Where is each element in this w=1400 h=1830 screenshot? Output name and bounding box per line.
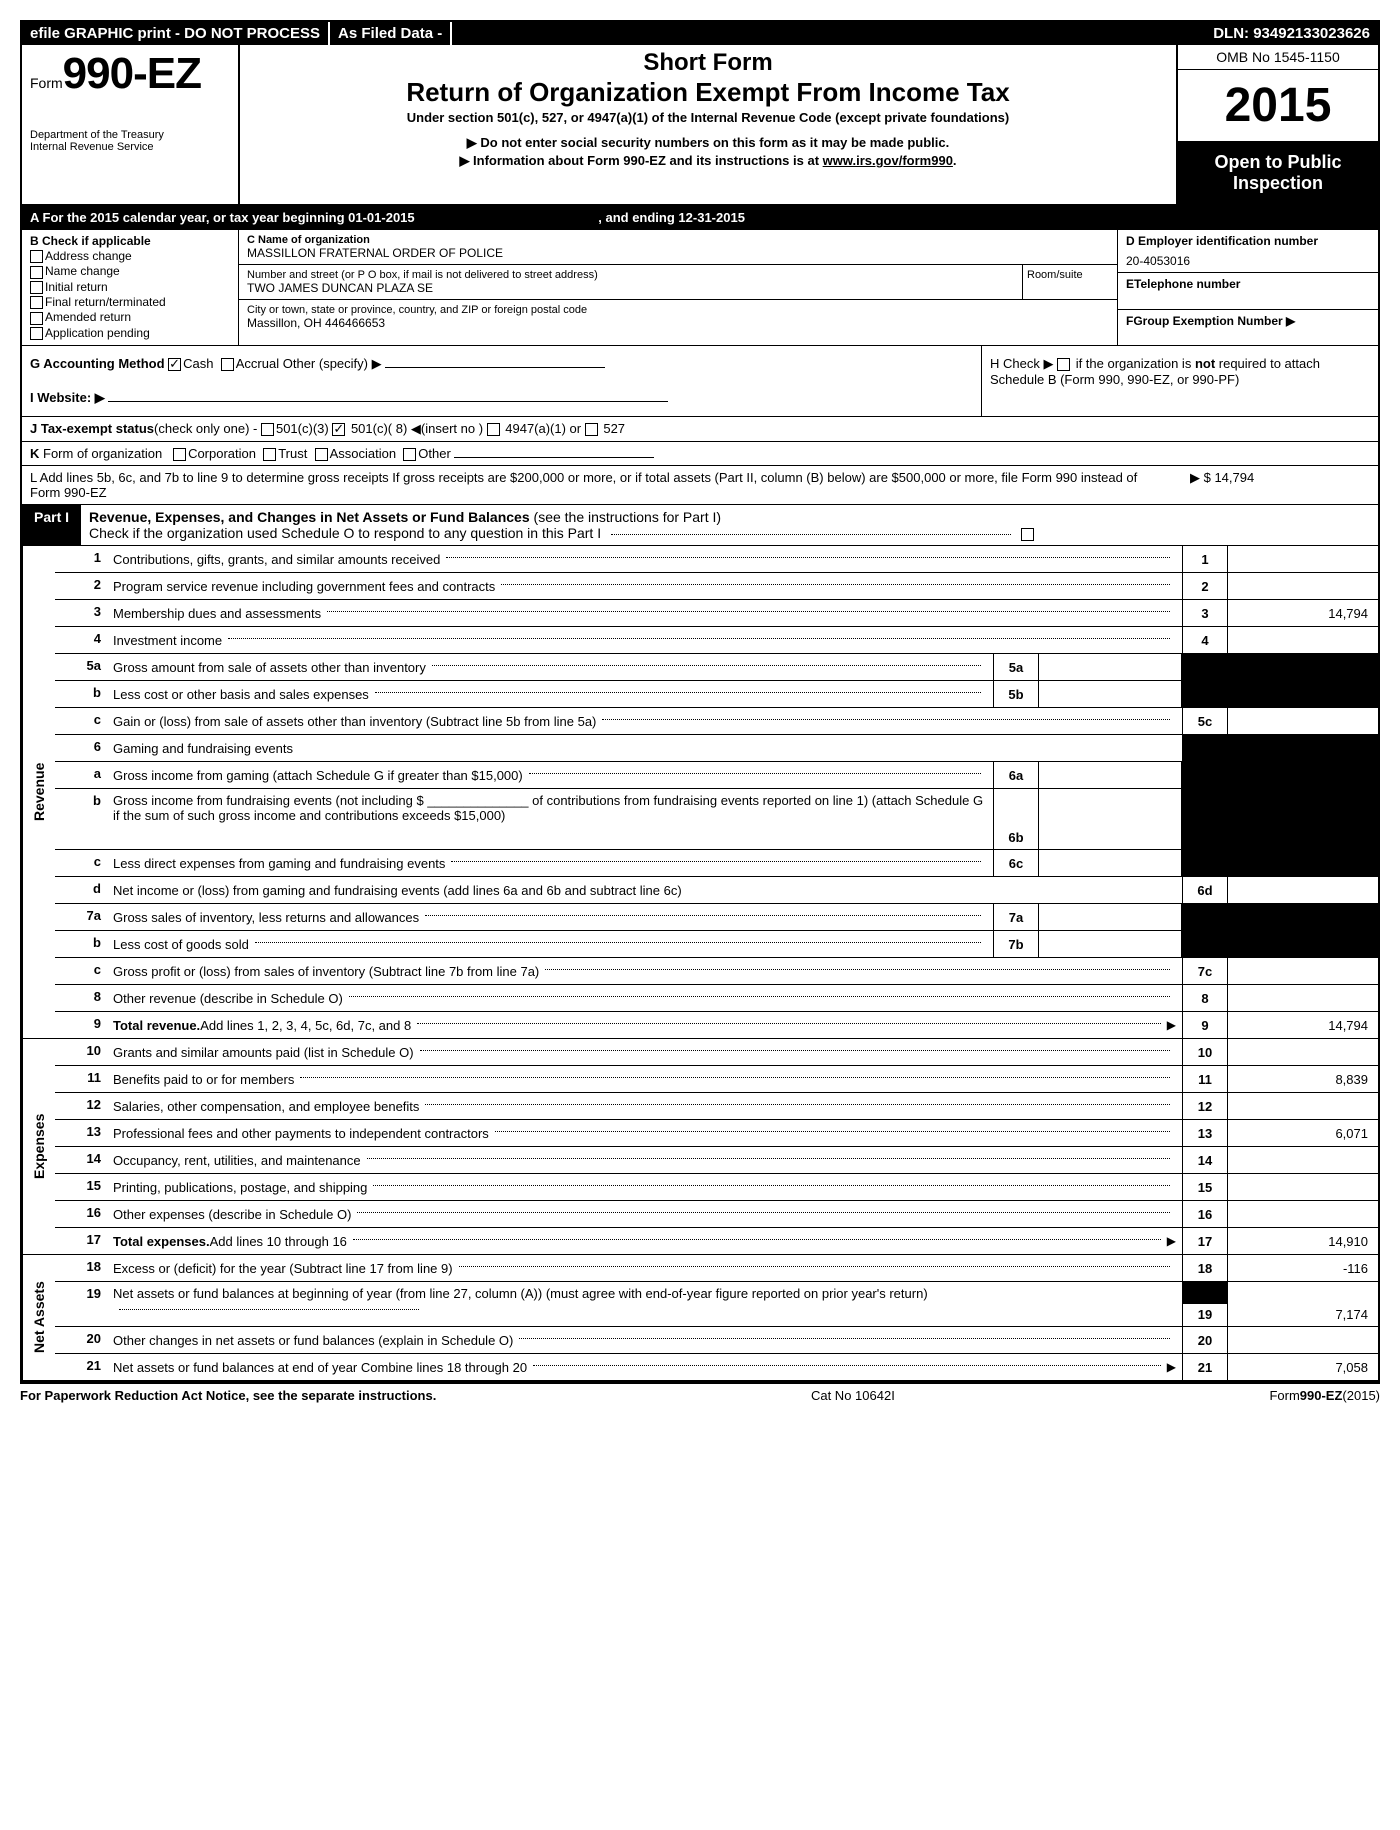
ein: 20-4053016: [1126, 254, 1370, 268]
city-state-zip: Massillon, OH 446466653: [247, 316, 1109, 330]
chk-amended: Amended return: [30, 310, 230, 324]
line-3-value: 14,794: [1228, 600, 1378, 626]
cat-number: Cat No 10642I: [811, 1388, 895, 1403]
box-c: C Name of organization MASSILLON FRATERN…: [239, 230, 1118, 345]
warn-ssn: ▶ Do not enter social security numbers o…: [250, 135, 1166, 151]
street-row: Number and street (or P O box, if mail i…: [239, 265, 1117, 300]
row-a-taxyear: A For the 2015 calendar year, or tax yea…: [22, 206, 1378, 230]
chk-schedule-o: [1021, 528, 1034, 541]
warn-info: ▶ Information about Form 990-EZ and its …: [250, 153, 1166, 169]
irs-link[interactable]: www.irs.gov/form990: [823, 153, 953, 168]
chk-address: Address change: [30, 249, 230, 263]
header-left: Form990-EZ Department of the Treasury In…: [22, 45, 240, 204]
box-h: H Check ▶ if the organization is not req…: [982, 346, 1378, 416]
dept-irs: Internal Revenue Service: [30, 141, 230, 153]
open-to-public: Open to Public Inspection: [1178, 142, 1378, 204]
chk-initial: Initial return: [30, 280, 230, 294]
short-form-label: Short Form: [250, 49, 1166, 77]
gross-receipts: ▶ $ 14,794: [1170, 470, 1370, 500]
line-13-value: 6,071: [1228, 1120, 1378, 1146]
footer: For Paperwork Reduction Act Notice, see …: [20, 1384, 1380, 1407]
box-b: B Check if applicable Address change Nam…: [22, 230, 239, 345]
row-l: L Add lines 5b, 6c, and 7b to line 9 to …: [22, 466, 1378, 505]
dln: DLN: 93492133023626: [1205, 22, 1378, 45]
org-name: MASSILLON FRATERNAL ORDER OF POLICE: [247, 246, 1109, 260]
part-1-label: Part I: [22, 505, 81, 545]
box-d: D Employer identification number 20-4053…: [1118, 230, 1378, 273]
chk-schedule-b: [1057, 358, 1070, 371]
under-section: Under section 501(c), 527, or 4947(a)(1)…: [250, 110, 1166, 125]
line-18-value: -116: [1228, 1255, 1378, 1281]
box-def: D Employer identification number 20-4053…: [1118, 230, 1378, 345]
revenue-section: Revenue 1Contributions, gifts, grants, a…: [22, 546, 1378, 1039]
paperwork-notice: For Paperwork Reduction Act Notice, see …: [20, 1388, 436, 1403]
section-bcdef: B Check if applicable Address change Nam…: [22, 230, 1378, 346]
org-name-row: C Name of organization MASSILLON FRATERN…: [239, 230, 1117, 265]
dept-treasury: Department of the Treasury: [30, 129, 230, 141]
box-b-title: B Check if applicable: [30, 234, 230, 248]
chk-namechange: Name change: [30, 264, 230, 278]
form-number: 990-EZ: [63, 49, 201, 98]
chk-pending: Application pending: [30, 326, 230, 340]
revenue-label: Revenue: [22, 546, 55, 1038]
form-title: Return of Organization Exempt From Incom…: [250, 77, 1166, 108]
box-g-i: G Accounting Method Cash Accrual Other (…: [22, 346, 982, 416]
efile-notice: efile GRAPHIC print - DO NOT PROCESS: [22, 22, 330, 45]
part-1-header: Part I Revenue, Expenses, and Changes in…: [22, 505, 1378, 546]
chk-accrual: [221, 358, 234, 371]
netassets-label: Net Assets: [22, 1255, 55, 1380]
box-f: FGroup Exemption Number ▶: [1118, 310, 1378, 332]
row-gh: G Accounting Method Cash Accrual Other (…: [22, 346, 1378, 417]
row-k: K Form of organization Corporation Trust…: [22, 442, 1378, 466]
line-17-value: 14,910: [1228, 1228, 1378, 1254]
form-990ez: efile GRAPHIC print - DO NOT PROCESS As …: [20, 20, 1380, 1384]
header: Form990-EZ Department of the Treasury In…: [22, 45, 1378, 206]
line-19-value: 7,174: [1228, 1282, 1378, 1326]
netassets-section: Net Assets 18Excess or (deficit) for the…: [22, 1255, 1378, 1382]
line-21-value: 7,058: [1228, 1354, 1378, 1380]
asfiled: As Filed Data -: [330, 22, 452, 45]
row-j: J Tax-exempt status(check only one) - 50…: [22, 417, 1378, 442]
expenses-label: Expenses: [22, 1039, 55, 1254]
form-prefix: Form: [30, 75, 63, 91]
omb-number: OMB No 1545-1150: [1178, 45, 1378, 70]
header-mid: Short Form Return of Organization Exempt…: [240, 45, 1176, 204]
chk-final: Final return/terminated: [30, 295, 230, 309]
line-11-value: 8,839: [1228, 1066, 1378, 1092]
expenses-section: Expenses 10Grants and similar amounts pa…: [22, 1039, 1378, 1255]
city-row: City or town, state or province, country…: [239, 300, 1117, 334]
tax-year: 2015: [1178, 70, 1378, 142]
header-right: OMB No 1545-1150 2015 Open to Public Ins…: [1176, 45, 1378, 204]
line-9-value: 14,794: [1228, 1012, 1378, 1038]
form-footer-id: Form990-EZ(2015): [1269, 1388, 1380, 1403]
part-1-title: Revenue, Expenses, and Changes in Net As…: [81, 505, 1378, 545]
box-e: ETelephone number: [1118, 273, 1378, 310]
top-bar: efile GRAPHIC print - DO NOT PROCESS As …: [22, 22, 1378, 45]
chk-cash: [168, 358, 181, 371]
street-address: TWO JAMES DUNCAN PLAZA SE: [247, 281, 1022, 295]
